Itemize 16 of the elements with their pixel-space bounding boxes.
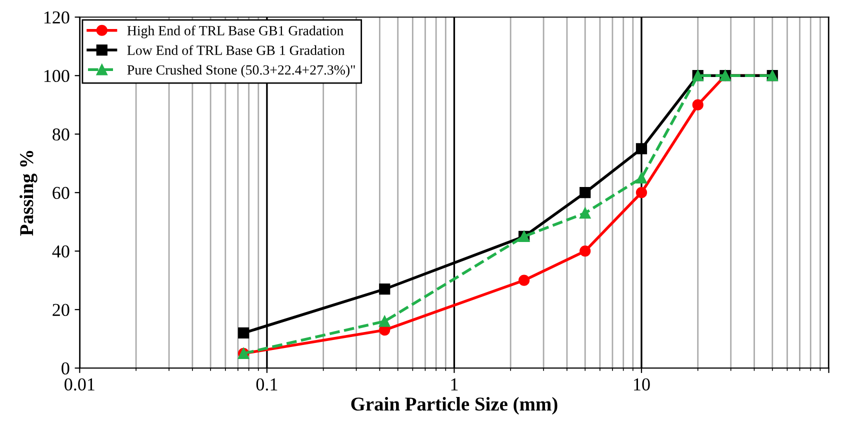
x-axis-title: Grain Particle Size (mm): [351, 396, 558, 415]
x-tick-label: 1: [451, 378, 458, 390]
x-tick-label: 0.01: [64, 378, 94, 391]
legend-label: Pure Crushed Stone (50.3+22.4+27.3%)": [127, 64, 355, 78]
x-tick-label: 0.1: [256, 378, 278, 391]
y-tick-label: 80: [52, 128, 70, 141]
x-tick-label: 10: [634, 378, 650, 391]
legend-label: High End of TRL Base GB1 Gradation: [127, 25, 344, 38]
y-tick-label: 120: [44, 11, 70, 24]
y-tick-label: 60: [52, 186, 70, 200]
legend-label: Low End of TRL Base GB 1 Gradation: [127, 45, 345, 56]
y-tick-label: 0: [62, 362, 70, 375]
y-tick-label: 40: [52, 245, 70, 258]
y-tick-label: 100: [44, 70, 70, 82]
y-axis-title: Passing %: [20, 150, 38, 236]
y-tick-label: 20: [52, 304, 70, 316]
